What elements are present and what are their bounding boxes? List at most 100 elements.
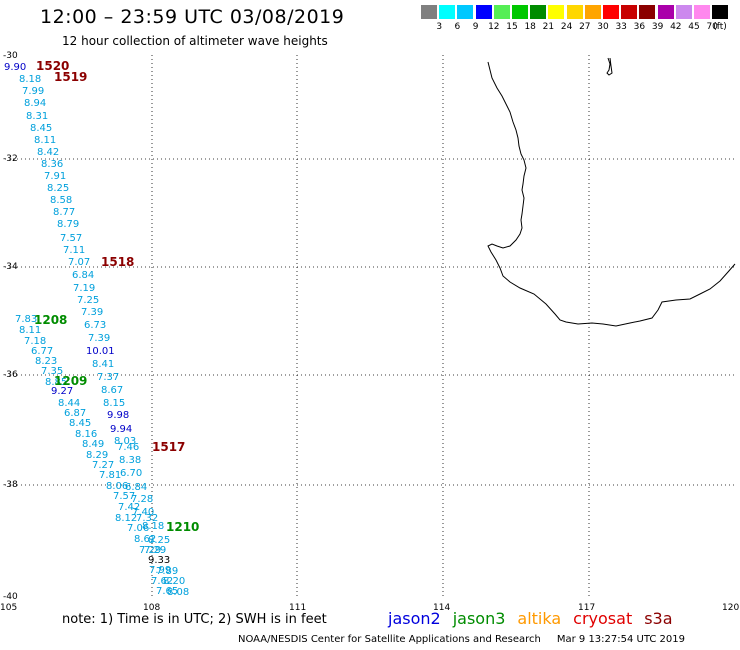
pass-time-label: 1209 xyxy=(54,374,88,388)
wave-height-value: 7.57 xyxy=(60,233,83,244)
wave-height-value: 7.89 xyxy=(156,566,179,577)
pass-time-label: 1517 xyxy=(152,440,186,454)
wave-height-value: 7.32 xyxy=(136,513,159,524)
wave-height-value: 8.62 xyxy=(134,534,157,545)
wave-height-value: 7.28 xyxy=(131,494,154,505)
wave-height-value: 8.23 xyxy=(35,356,58,367)
wave-height-value: 8.18 xyxy=(19,74,42,85)
wave-height-value: 8.12 xyxy=(115,513,138,524)
longitude-tick: 117 xyxy=(578,603,596,613)
wave-height-value: 7.35 xyxy=(41,366,64,377)
wave-height-value: 8.15 xyxy=(103,398,126,409)
credit-line: NOAA/NESDIS Center for Satellite Applica… xyxy=(238,634,685,645)
wave-height-value: 8.79 xyxy=(57,219,80,230)
wave-height-value: 8.49 xyxy=(82,439,105,450)
wave-height-value: 9.94 xyxy=(110,424,133,435)
legend-swatch xyxy=(457,5,474,19)
wave-height-value: 8.45 xyxy=(69,418,92,429)
legend-label: 70 xyxy=(706,22,718,32)
wave-height-value: 6.84 xyxy=(72,270,95,281)
wave-height-value: 7.18 xyxy=(24,336,47,347)
satellite-name: jason2 xyxy=(388,609,441,628)
wave-height-value: 7.81 xyxy=(99,470,122,481)
wave-height-value: 8.06 xyxy=(106,481,129,492)
color-legend: 3 6 9 12 15 18 21 24 27 30 33 36 39 42 45 70 (ft) xyxy=(421,5,729,37)
legend-unit: (ft) xyxy=(713,22,727,32)
pass-time-label: 1518 xyxy=(101,255,135,269)
latitude-tick: -38 xyxy=(3,480,18,490)
wave-height-value: 8.42 xyxy=(37,147,60,158)
wave-height-value: 9.90 xyxy=(4,62,27,73)
wave-height-value: 8.38 xyxy=(119,455,142,466)
wave-height-value: 7.65 xyxy=(156,586,179,597)
wave-height-value: 7.62 xyxy=(151,576,174,587)
wave-height-value: 8.85 xyxy=(45,377,68,388)
wave-height-value: 7.07 xyxy=(68,257,91,268)
wave-height-value: 8.67 xyxy=(101,385,124,396)
wave-height-value: 8.29 xyxy=(86,450,109,461)
legend-swatch xyxy=(475,5,492,19)
footer-note: note: 1) Time is in UTC; 2) SWH is in fe… xyxy=(62,612,327,627)
wave-height-value: 8.58 xyxy=(50,195,73,206)
longitude-tick: 114 xyxy=(433,603,451,613)
legend-label: 24 xyxy=(560,22,573,32)
legend-swatch xyxy=(566,5,583,19)
pass-time-label: 1520 xyxy=(36,59,70,73)
wave-height-value: 8.18 xyxy=(142,521,165,532)
wave-height-value: 8.08 xyxy=(167,587,190,598)
wave-height-value: 6.77 xyxy=(31,346,54,357)
wave-height-value: 7.40 xyxy=(132,507,155,518)
legend-label: 3 xyxy=(436,22,443,32)
wave-height-value: 6.73 xyxy=(84,320,107,331)
wave-height-value: 9.33 xyxy=(148,555,171,566)
coastline-island xyxy=(606,57,613,76)
pass-time-label: 1519 xyxy=(54,70,88,84)
legend-label: 12 xyxy=(488,22,500,32)
latitude-tick: -34 xyxy=(3,262,18,272)
longitude-tick: 111 xyxy=(289,603,307,613)
legend-label: 6 xyxy=(454,22,461,32)
satellite-name: cryosat xyxy=(573,609,633,628)
legend-swatch xyxy=(621,5,638,19)
wave-height-value: 7.99 xyxy=(149,565,172,576)
wave-height-value: 8.20 xyxy=(163,576,186,587)
wave-height-value: 7.39 xyxy=(81,307,104,318)
latitude-tick: -40 xyxy=(3,592,18,602)
legend-swatch xyxy=(421,5,437,19)
legend-label: 42 xyxy=(670,22,682,32)
wave-height-value: 9.98 xyxy=(107,410,130,421)
longitude-tick: 105 xyxy=(0,603,18,613)
wave-height-value: 7.11 xyxy=(63,245,86,256)
legend-swatch xyxy=(439,5,456,19)
legend-label: 18 xyxy=(524,22,536,32)
coastline-australia xyxy=(487,61,736,327)
legend-swatch xyxy=(584,5,601,19)
legend-swatch xyxy=(548,5,565,19)
wave-height-value: 8.94 xyxy=(24,98,47,109)
legend-swatch xyxy=(712,5,729,19)
generated-timestamp: Mar 9 13:27:54 UTC 2019 xyxy=(556,634,685,645)
wave-height-value: 8.45 xyxy=(30,123,53,134)
legend-label: 36 xyxy=(633,22,646,32)
wave-height-value: 6.87 xyxy=(64,408,87,419)
wave-height-value: 7.37 xyxy=(97,372,120,383)
longitude-tick: 108 xyxy=(143,603,161,613)
legend-label: 9 xyxy=(472,22,479,32)
map-subtitle: 12 hour collection of altimeter wave hei… xyxy=(62,34,328,48)
legend-swatch xyxy=(694,5,710,19)
legend-label: 33 xyxy=(615,22,627,32)
wave-height-value: 8.03 xyxy=(114,436,137,447)
legend-label: 27 xyxy=(579,22,591,32)
legend-label: 15 xyxy=(506,22,518,32)
wave-height-value: 7.46 xyxy=(117,442,140,453)
longitude-tick: 120 xyxy=(722,603,740,613)
wave-height-value: 7.42 xyxy=(118,502,141,513)
wave-height-value: 7.06 xyxy=(127,523,150,534)
satellite-name: jason3 xyxy=(452,609,506,628)
wave-height-value: 7.19 xyxy=(73,283,96,294)
wave-height-value: 8.77 xyxy=(53,207,76,218)
wave-height-value: 6.70 xyxy=(120,468,143,479)
wave-height-value: 7.29 xyxy=(139,545,162,556)
satellite-name: altika xyxy=(517,609,562,628)
latitude-tick: -30 xyxy=(3,51,18,61)
